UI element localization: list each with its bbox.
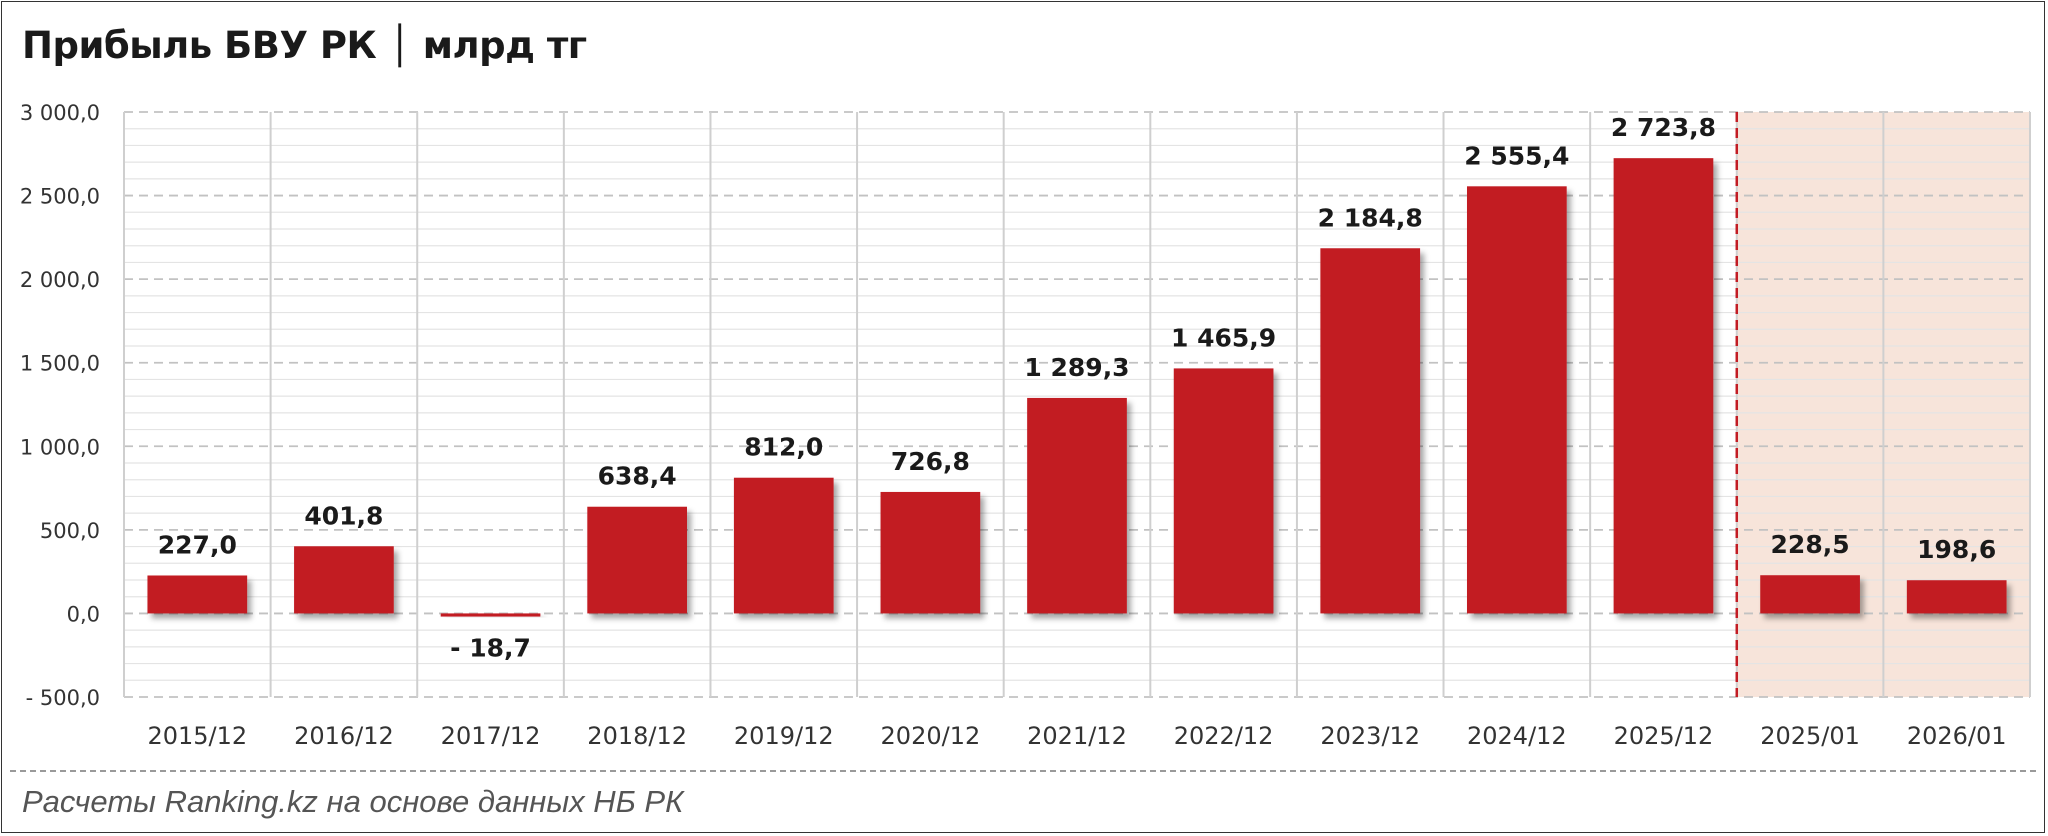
data-label: 401,8 xyxy=(304,501,383,530)
source-note: Расчеты Ranking.kz на основе данных НБ Р… xyxy=(22,784,684,819)
y-tick-label: 2 000,0 xyxy=(20,268,100,292)
data-label: 1 289,3 xyxy=(1024,353,1129,382)
bar-2024/12 xyxy=(1466,186,1567,614)
bar-chart: 227,0 401,8 - 18,7 638,4 812,0 726,8 1 289,3 1 … xyxy=(20,101,2031,750)
bar-2017/12 xyxy=(440,613,541,617)
bar-2021/12 xyxy=(1027,397,1127,614)
data-label: 198,6 xyxy=(1917,535,1996,564)
x-tick-label: 2026/01 xyxy=(1907,722,2007,750)
bar-2025/12 xyxy=(1613,158,1714,614)
x-tick-label: 2025/12 xyxy=(1614,722,1714,750)
bar-2020/12 xyxy=(880,491,981,614)
bar-2019/12 xyxy=(733,477,834,614)
x-tick-label: 2015/12 xyxy=(147,722,247,750)
bar-2018/12 xyxy=(587,506,688,614)
x-tick-label: 2020/12 xyxy=(881,722,981,750)
y-tick-label: 1 000,0 xyxy=(20,435,100,459)
y-tick-label: 0,0 xyxy=(67,602,100,626)
x-tick-label: 2022/12 xyxy=(1174,722,1274,750)
chart-title: Прибыль БВУ РК │ млрд тг xyxy=(22,24,587,67)
y-tick-label: 2 500,0 xyxy=(20,185,100,209)
bar-2025/01 xyxy=(1760,575,1860,614)
data-label: 638,4 xyxy=(598,462,677,491)
y-tick-label: 500,0 xyxy=(40,519,100,543)
x-tick-label: 2017/12 xyxy=(441,722,541,750)
y-tick-label: - 500,0 xyxy=(26,686,100,710)
bar-2026/01 xyxy=(1906,580,2007,614)
y-tick-label: 1 500,0 xyxy=(20,352,100,376)
x-tick-label: 2021/12 xyxy=(1027,722,1127,750)
data-label: 726,8 xyxy=(891,447,970,476)
footer-divider xyxy=(10,770,2036,772)
data-label: 1 465,9 xyxy=(1171,323,1276,352)
x-tick-label: 2018/12 xyxy=(587,722,687,750)
x-tick-label: 2019/12 xyxy=(734,722,834,750)
x-tick-label: 2023/12 xyxy=(1320,722,1420,750)
bar-2016/12 xyxy=(294,546,394,614)
data-label: - 18,7 xyxy=(450,634,531,663)
bar-2023/12 xyxy=(1320,248,1421,614)
bar-2022/12 xyxy=(1173,368,1274,614)
data-label: 2 555,4 xyxy=(1464,141,1569,170)
data-label: 228,5 xyxy=(1771,530,1850,559)
data-label: 2 184,8 xyxy=(1318,203,1423,232)
x-tick-label: 2025/01 xyxy=(1760,722,1860,750)
y-tick-label: 3 000,0 xyxy=(20,101,100,125)
x-tick-label: 2024/12 xyxy=(1467,722,1567,750)
data-label: 227,0 xyxy=(158,530,237,559)
x-tick-label: 2016/12 xyxy=(294,722,394,750)
data-label: 812,0 xyxy=(744,433,823,462)
data-label: 2 723,8 xyxy=(1611,113,1716,142)
bar-2015/12 xyxy=(147,575,248,614)
